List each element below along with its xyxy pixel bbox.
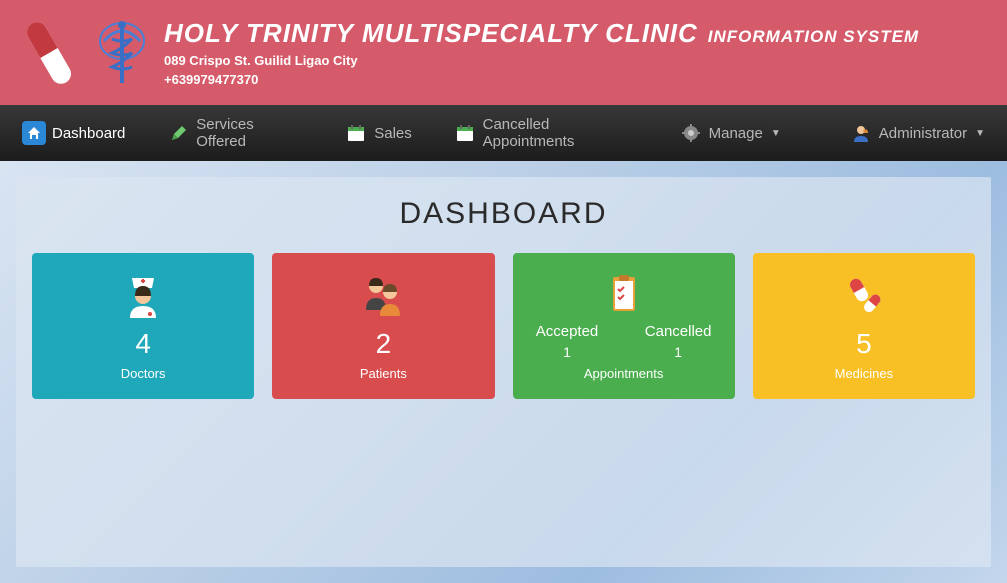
doctors-value: 4 — [135, 328, 151, 360]
gear-icon — [679, 121, 703, 145]
cancelled-value: 1 — [674, 344, 682, 360]
nav-dashboard[interactable]: Dashboard — [14, 115, 133, 151]
header: HOLY TRINITY MULTISPECIALTY CLINIC INFOR… — [0, 0, 1007, 105]
pills-icon — [841, 272, 887, 318]
card-doctors[interactable]: 4 Doctors — [32, 253, 254, 399]
appointments-label: Appointments — [584, 366, 664, 381]
subtitle: INFORMATION SYSTEM — [708, 27, 919, 47]
card-appointments[interactable]: Accepted 1 Cancelled 1 Appointments — [513, 253, 735, 399]
medicines-label: Medicines — [835, 366, 894, 381]
doctors-label: Doctors — [121, 366, 166, 381]
calendar-icon — [344, 121, 368, 145]
nav-manage-label: Manage — [709, 125, 763, 142]
nurse-icon — [120, 272, 166, 318]
address: 089 Crispo St. Guilid Ligao City — [164, 53, 919, 68]
page-title: DASHBOARD — [26, 197, 981, 231]
patients-label: Patients — [360, 366, 407, 381]
home-icon — [22, 121, 46, 145]
card-medicines[interactable]: 5 Medicines — [753, 253, 975, 399]
people-icon — [360, 272, 406, 318]
card-patients[interactable]: 2 Patients — [272, 253, 494, 399]
chevron-down-icon: ▼ — [771, 128, 781, 139]
accepted-label: Accepted — [536, 323, 599, 340]
nav-services-label: Services Offered — [196, 116, 302, 150]
navbar: Dashboard Services Offered Sales Cancell… — [0, 105, 1007, 161]
clipboard-icon — [601, 271, 647, 317]
user-icon — [849, 121, 873, 145]
nav-dashboard-label: Dashboard — [52, 125, 125, 142]
nav-sales-label: Sales — [374, 125, 412, 142]
nav-admin-label: Administrator — [879, 125, 967, 142]
chevron-down-icon: ▼ — [975, 128, 985, 139]
pen-icon — [167, 121, 190, 145]
patients-value: 2 — [376, 328, 392, 360]
nav-manage[interactable]: Manage ▼ — [671, 115, 789, 151]
content-panel: DASHBOARD 4 Doctors — [16, 177, 991, 567]
clinic-name: HOLY TRINITY MULTISPECIALTY CLINIC — [164, 18, 698, 49]
logo-wrap: HOLY TRINITY MULTISPECIALTY CLINIC INFOR… — [18, 13, 919, 93]
nav-admin[interactable]: Administrator ▼ — [841, 115, 993, 151]
medicines-value: 5 — [856, 328, 872, 360]
nav-cancelled-label: Cancelled Appointments — [483, 116, 637, 150]
accepted-value: 1 — [563, 344, 571, 360]
cards-row: 4 Doctors 2 Patients — [26, 253, 981, 399]
caduceus-icon — [94, 13, 150, 93]
nav-sales[interactable]: Sales — [336, 115, 420, 151]
calendar-cancel-icon — [454, 121, 477, 145]
cancelled-label: Cancelled — [645, 323, 712, 340]
phone: +639979477370 — [164, 72, 919, 87]
header-text: HOLY TRINITY MULTISPECIALTY CLINIC INFOR… — [164, 18, 919, 87]
main: DASHBOARD 4 Doctors — [0, 161, 1007, 583]
nav-services[interactable]: Services Offered — [159, 110, 310, 156]
nav-cancelled[interactable]: Cancelled Appointments — [446, 110, 645, 156]
pill-icon — [18, 13, 80, 93]
